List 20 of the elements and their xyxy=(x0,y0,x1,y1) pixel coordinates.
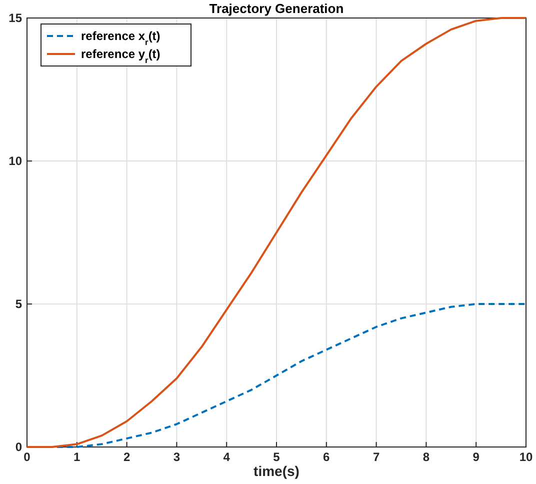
x-tick-label: 0 xyxy=(24,450,31,464)
x-tick-label: 6 xyxy=(323,450,330,464)
x-tick-label: 10 xyxy=(519,450,533,464)
x-tick-label: 7 xyxy=(372,450,380,464)
x-tick-label: 3 xyxy=(173,450,180,464)
y-tick-label: 5 xyxy=(15,297,22,311)
line-series xyxy=(26,17,527,448)
x-tick-label: 1 xyxy=(74,450,81,464)
x-tick-label: 5 xyxy=(273,450,280,464)
x-tick-label: 2 xyxy=(123,450,130,464)
y-tick-label: 0 xyxy=(15,440,22,454)
legend-label: reference y$_{r}$(t) xyxy=(81,47,160,65)
x-tick-label: 8 xyxy=(422,450,430,464)
y-tick-label: 15 xyxy=(8,11,22,25)
y-tick-label: 10 xyxy=(8,154,22,168)
x-axis-title: time(s) xyxy=(254,463,300,479)
legend-label: reference x$_{r}$(t) xyxy=(81,29,160,47)
x-tick-label: 4 xyxy=(223,450,230,464)
x-tick-label: 9 xyxy=(472,450,480,464)
chart-title: Trajectory Generation xyxy=(209,1,344,16)
